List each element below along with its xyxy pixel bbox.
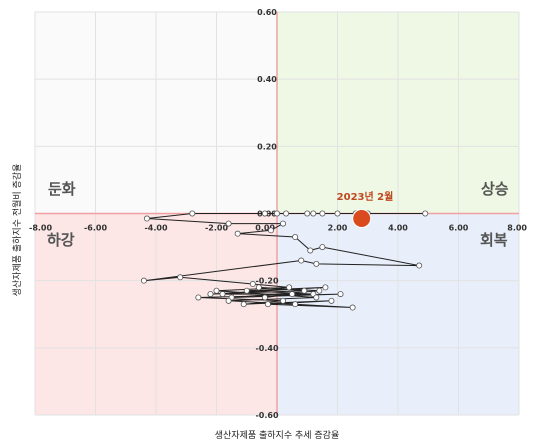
x-tick-label: 8.00 bbox=[507, 224, 527, 233]
data-point bbox=[177, 274, 184, 281]
quadrant-label-bottom-right: 회복 bbox=[480, 231, 508, 249]
highlight-group bbox=[352, 209, 372, 229]
data-point bbox=[322, 284, 329, 291]
series-line bbox=[143, 213, 426, 308]
data-point bbox=[225, 220, 232, 227]
data-point bbox=[307, 247, 314, 254]
data-point bbox=[273, 210, 280, 217]
data-point bbox=[292, 234, 299, 241]
data-point bbox=[304, 210, 311, 217]
data-point bbox=[313, 294, 320, 301]
x-tick-label: -8.00 bbox=[29, 224, 52, 233]
quadrant-labels: 둔화 상승 하강 회복 bbox=[47, 180, 509, 249]
data-point bbox=[316, 287, 323, 294]
data-point bbox=[298, 257, 305, 264]
data-point bbox=[280, 297, 287, 304]
data-point bbox=[349, 304, 356, 311]
data-point bbox=[255, 284, 262, 291]
data-point bbox=[289, 291, 296, 298]
data-point bbox=[319, 210, 326, 217]
data-point bbox=[261, 210, 268, 217]
y-tick-label: 0.40 bbox=[257, 75, 277, 84]
data-point bbox=[292, 301, 299, 308]
y-tick-label: 0.60 bbox=[257, 8, 277, 17]
highlight-label: 2023년 2월 bbox=[337, 190, 394, 203]
x-tick-label: 6.00 bbox=[449, 224, 469, 233]
data-point bbox=[195, 294, 202, 301]
y-tick-label: 0.20 bbox=[257, 142, 277, 151]
data-point bbox=[261, 294, 268, 301]
data-point bbox=[286, 284, 293, 291]
data-point bbox=[219, 291, 226, 298]
data-point bbox=[189, 210, 196, 217]
data-point bbox=[310, 210, 317, 217]
x-tick-label: 0.00 bbox=[255, 224, 275, 233]
data-point bbox=[313, 260, 320, 267]
x-axis-label: 생산자제품 출하지수 추세 증감율 bbox=[215, 429, 340, 441]
y-tick-label: -0.20 bbox=[255, 277, 278, 286]
data-point bbox=[283, 210, 290, 217]
data-point bbox=[140, 277, 147, 284]
x-tick-labels: -8.00 -6.00 -4.00 -2.00 0.00 2.00 4.00 6.00 8.00 bbox=[29, 224, 527, 233]
quadrant-label-bottom-left: 하강 bbox=[47, 231, 75, 249]
data-point bbox=[240, 301, 247, 308]
data-point bbox=[328, 297, 335, 304]
data-point bbox=[225, 297, 232, 304]
data-point bbox=[416, 262, 423, 269]
data-point bbox=[213, 287, 220, 294]
data-point bbox=[319, 244, 326, 251]
data-point bbox=[267, 227, 274, 234]
x-tick-label: 2.00 bbox=[328, 224, 348, 233]
y-tick-label: -0.40 bbox=[255, 344, 278, 353]
data-point bbox=[280, 220, 287, 227]
data-point bbox=[422, 210, 429, 217]
quadrant-label-top-left: 둔화 bbox=[48, 180, 76, 198]
data-point bbox=[264, 301, 271, 308]
highlight-point bbox=[352, 209, 372, 229]
x-tick-label: 4.00 bbox=[388, 224, 408, 233]
y-tick-label: -0.60 bbox=[255, 411, 278, 420]
x-tick-label: -6.00 bbox=[84, 224, 107, 233]
data-point bbox=[249, 281, 256, 288]
data-point bbox=[143, 215, 150, 222]
x-tick-label: -4.00 bbox=[144, 224, 167, 233]
y-axis-label: 생산자제품 출하지수 전월비 증감율 bbox=[11, 164, 23, 297]
x-tick-label: -2.00 bbox=[205, 224, 228, 233]
data-point bbox=[337, 291, 344, 298]
data-point bbox=[243, 287, 250, 294]
data-point bbox=[334, 210, 341, 217]
data-point bbox=[207, 291, 214, 298]
quadrant-label-top-right: 상승 bbox=[481, 180, 509, 198]
data-point bbox=[234, 230, 241, 237]
data-point bbox=[301, 287, 308, 294]
